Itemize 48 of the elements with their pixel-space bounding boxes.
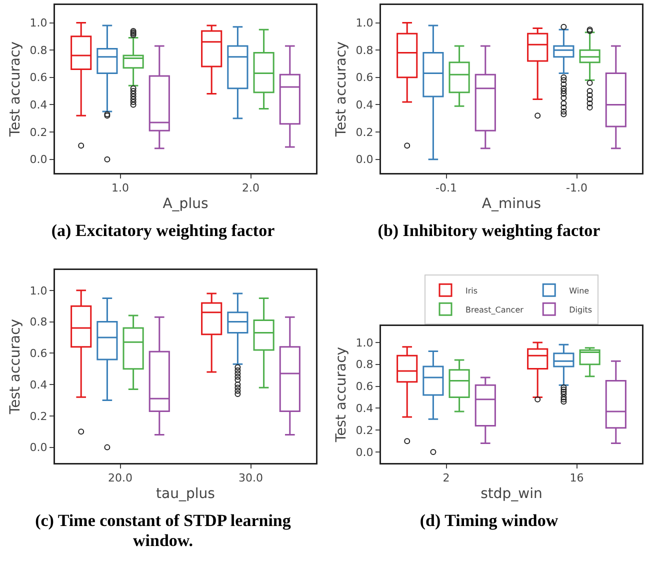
y-axis-title: Test accuracy (8, 318, 24, 416)
y-tick-label: 0.8 (356, 44, 374, 57)
y-tick-label: 0.4 (30, 378, 48, 392)
y-tick-label: 1.0 (30, 16, 48, 30)
text: (b) Inhibitory weighting factor (376, 220, 602, 242)
x-tick-label: 2 (442, 472, 450, 485)
x-tick-label: -0.1 (436, 182, 457, 195)
y-tick-label: 1.0 (356, 16, 374, 30)
legend-label: Wine (569, 286, 590, 296)
y-tick-label: 0.6 (30, 71, 48, 84)
legend-label: Iris (466, 286, 478, 296)
y-tick-label: 0.8 (356, 358, 374, 372)
y-tick-label: 0.8 (30, 44, 48, 57)
y-tick-label: 0.2 (356, 424, 374, 437)
x-tick-label: -1.0 (566, 182, 588, 195)
y-tick-label: 1.0 (356, 336, 374, 350)
y-tick-label: 0.2 (356, 126, 374, 139)
text: (a) Excitatory weighting factor (50, 220, 276, 242)
y-axis-title: Test accuracy (8, 41, 24, 138)
y-tick-label: 0.0 (30, 441, 48, 454)
x-tick-label: 1.0 (112, 182, 129, 195)
x-tick-label: 2.0 (242, 182, 260, 195)
text: (c) Time constant of STDP learning window. (34, 510, 292, 552)
x-tick-label: 16 (570, 472, 584, 485)
x-axis-title: A_minus (482, 196, 542, 212)
legend-label: Breast_Cancer (466, 305, 524, 314)
y-tick-label: 0.2 (30, 126, 48, 139)
x-tick-label: 30.0 (238, 472, 263, 485)
y-tick-label: 0.0 (356, 153, 374, 166)
y-tick-label: 0.6 (30, 347, 48, 360)
text: (d) Timing window (418, 510, 560, 532)
y-axis-title: Test accuracy (334, 41, 350, 138)
y-tick-label: 0.0 (356, 446, 374, 459)
x-axis-title: A_plus (162, 196, 208, 212)
legend-label: Digits (569, 305, 592, 314)
y-tick-label: 0.8 (30, 316, 48, 329)
x-axis-title: stdp_win (480, 486, 542, 502)
y-tick-label: 0.4 (30, 98, 48, 112)
x-axis-title: tau_plus (156, 486, 215, 502)
y-axis-title: Test accuracy (334, 346, 350, 444)
x-tick-label: 20.0 (108, 472, 132, 485)
y-tick-label: 0.6 (356, 71, 374, 84)
y-tick-label: 1.0 (30, 284, 48, 298)
y-tick-label: 0.6 (356, 380, 374, 394)
y-tick-label: 0.4 (356, 402, 374, 416)
y-tick-label: 0.4 (356, 98, 374, 112)
y-tick-label: 0.0 (30, 153, 48, 166)
y-tick-label: 0.2 (30, 410, 48, 423)
